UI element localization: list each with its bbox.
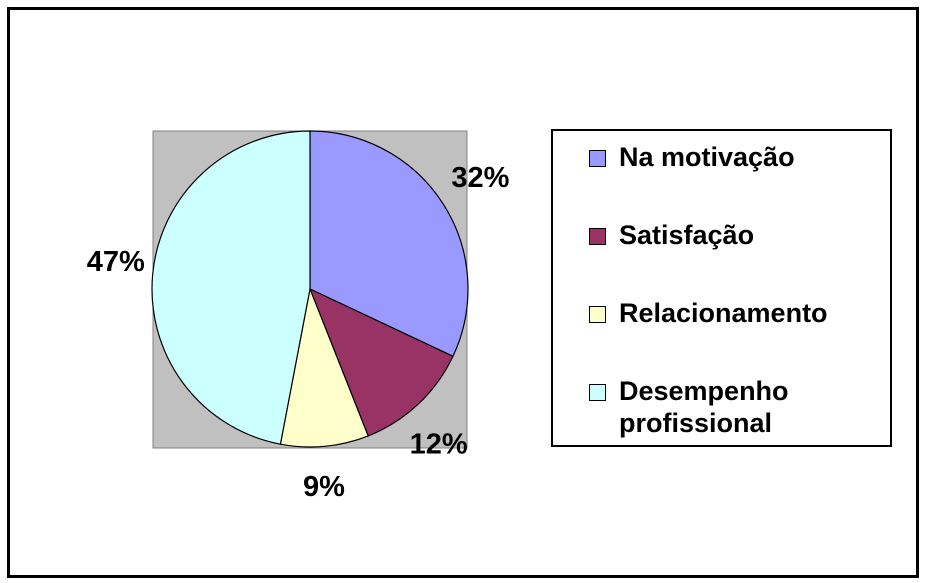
legend-swatch: [589, 306, 606, 323]
legend-item-satisfacao: Satisfação: [589, 219, 879, 251]
legend-item-desempenho-profissional: Desempenho profissional: [589, 375, 879, 439]
legend-item-relacionamento: Relacionamento: [589, 297, 879, 329]
legend: Na motivação Satisfação Relacionamento D…: [551, 129, 892, 447]
pie-slice: [151, 130, 311, 445]
pie-slice: [308, 287, 454, 437]
legend-label: Na motivação: [619, 142, 795, 172]
legend-label: Relacionamento: [619, 298, 828, 328]
slice-percent-label: 9%: [303, 471, 345, 503]
legend-label: Desempenho profissional: [619, 376, 789, 438]
legend-label: Satisfação: [619, 220, 755, 250]
slice-percent-label: 12%: [410, 429, 468, 461]
legend-swatch: [589, 150, 606, 167]
legend-swatch: [589, 228, 606, 245]
legend-swatch: [589, 384, 606, 401]
slice-percent-label: 32%: [451, 162, 509, 194]
pie-slice: [309, 130, 469, 358]
slice-percent-label: 47%: [87, 246, 145, 278]
legend-item-na-motivacao: Na motivação: [589, 141, 879, 173]
pie-slice: [279, 286, 369, 448]
